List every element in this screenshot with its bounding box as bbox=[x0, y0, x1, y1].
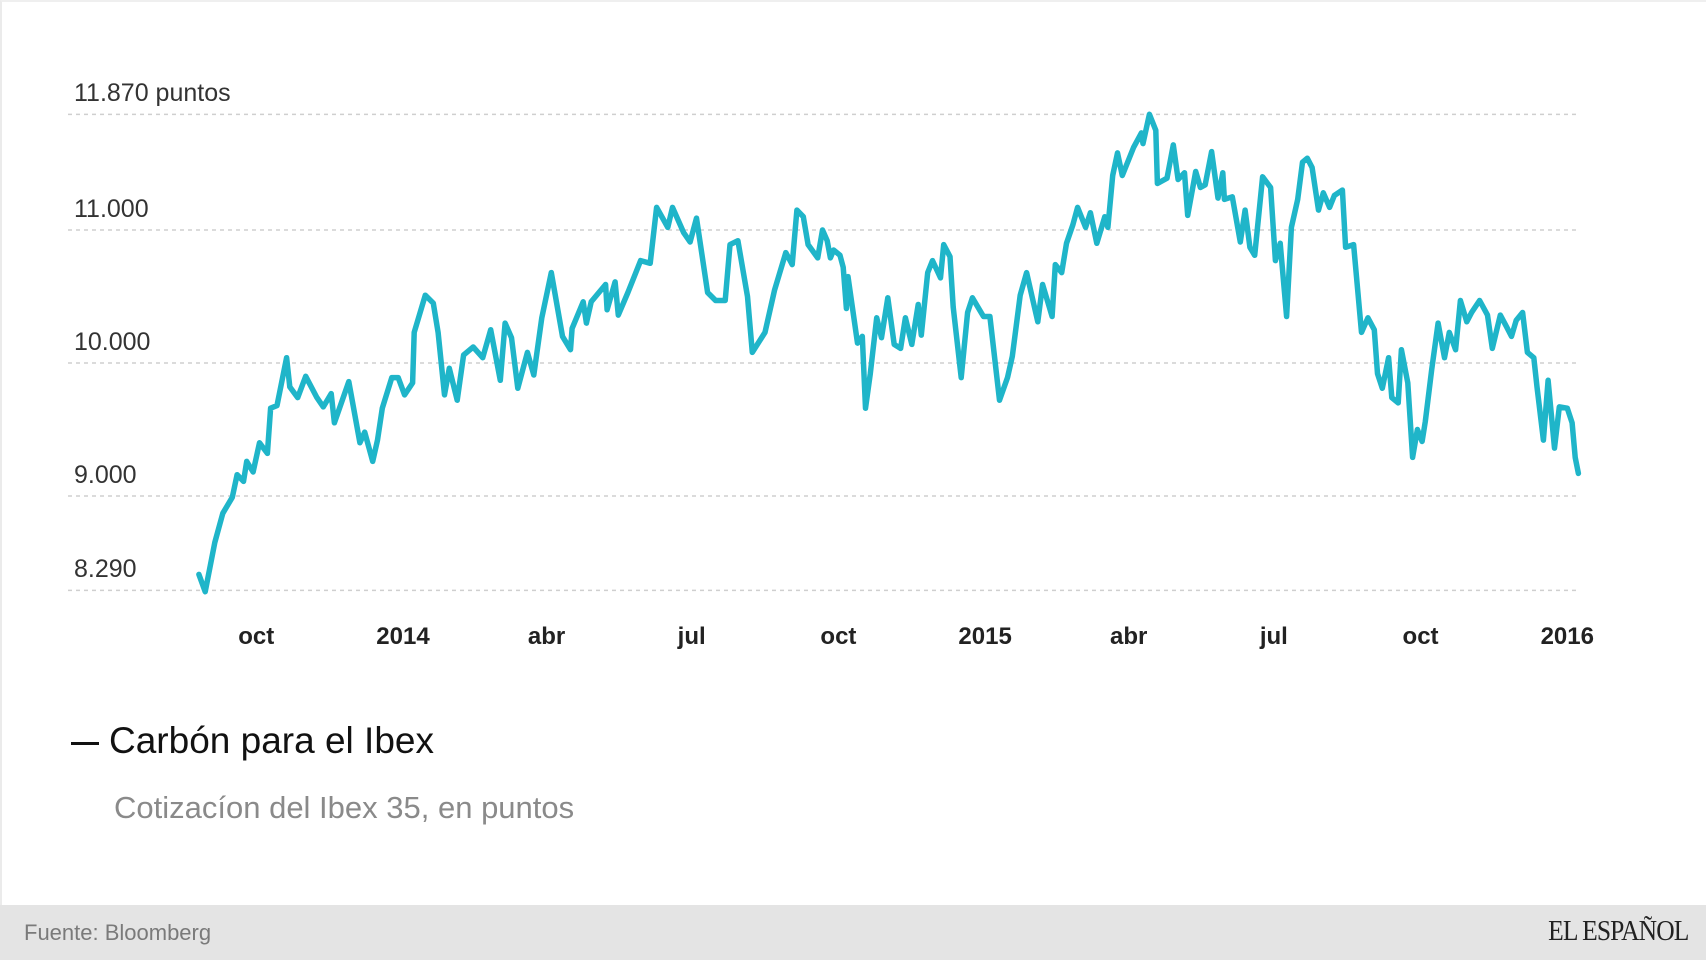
x-tick-label: oct bbox=[820, 623, 857, 650]
footer-bar bbox=[0, 905, 1706, 960]
y-tick-label: 11.000 bbox=[74, 195, 149, 224]
legend: Carbón para el Ibex bbox=[71, 720, 434, 762]
ibex-line bbox=[196, 111, 1582, 595]
x-tick-label: 2015 bbox=[958, 623, 1012, 650]
source-credit: Fuente: Bloomberg bbox=[24, 920, 212, 945]
x-tick-label: abr bbox=[1109, 623, 1148, 650]
chart-frame bbox=[0, 0, 1706, 906]
gridlines bbox=[68, 113, 1578, 592]
x-tick-label: oct bbox=[1402, 623, 1439, 650]
legend-dash-icon bbox=[71, 741, 99, 745]
y-tick-label: 9.000 bbox=[74, 460, 137, 489]
y-tick-label: 10.000 bbox=[74, 328, 151, 356]
chart-subtitle: Cotizacíon del Ibex 35, en puntos bbox=[114, 790, 575, 825]
x-tick-label: oct bbox=[238, 623, 275, 650]
x-tick-label: jul bbox=[677, 623, 706, 650]
x-tick-label: abr bbox=[527, 623, 566, 650]
chart-title: Carbón para el Ibex bbox=[109, 720, 434, 761]
y-tick-label: 11.870 puntos bbox=[74, 79, 231, 108]
x-tick-label: 2014 bbox=[376, 623, 430, 650]
x-tick-label: 2016 bbox=[1540, 623, 1594, 650]
x-tick-label: jul bbox=[1259, 623, 1288, 650]
brand-logo: EL ESPAÑOL bbox=[1547, 915, 1689, 947]
y-tick-label: 8.290 bbox=[74, 555, 137, 584]
